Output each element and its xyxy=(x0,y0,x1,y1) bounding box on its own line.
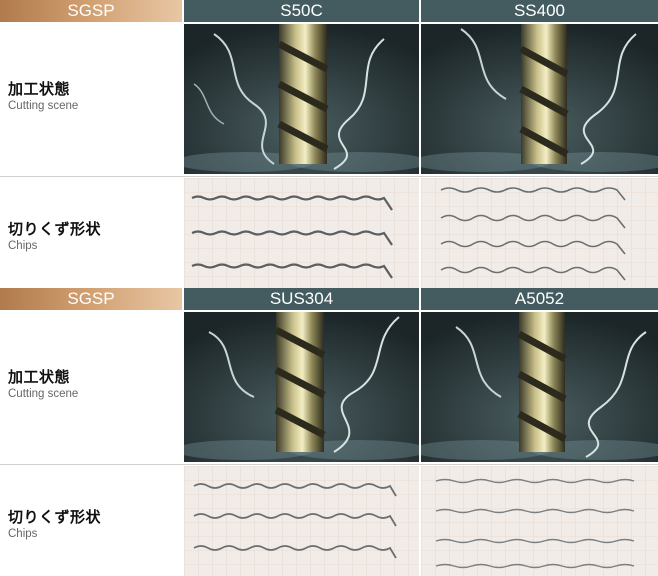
cutting-scene-photo-a5052 xyxy=(421,312,658,462)
chips-row-label: 切りくず形状 Chips xyxy=(8,218,101,252)
material-header-s50c: S50C xyxy=(184,0,419,22)
chips-photo-s50c xyxy=(184,178,419,288)
material-header-ss400: SS400 xyxy=(421,0,658,22)
cutting-scene-photo-sus304 xyxy=(184,312,419,462)
material-header-a5052: A5052 xyxy=(421,288,658,310)
chips-photo-ss400 xyxy=(421,178,658,288)
material-header-sus304: SUS304 xyxy=(184,288,419,310)
comparison-section-1: SGSP S50C SS400 加工状態 Cutting scene xyxy=(0,0,658,288)
cutting-scene-label-jp: 加工状態 xyxy=(8,368,71,386)
cutting-scene-row-label: 加工状態 Cutting scene xyxy=(8,78,78,112)
cutting-scene-photo-ss400 xyxy=(421,24,658,174)
cutting-scene-label-en: Cutting scene xyxy=(8,100,79,112)
cutting-scene-row-label: 加工状態 Cutting scene xyxy=(8,366,78,400)
chips-photo-sus304 xyxy=(184,466,419,576)
cutting-scene-label-jp: 加工状態 xyxy=(8,80,71,98)
tool-label-header: SGSP xyxy=(0,288,182,310)
row-divider xyxy=(0,176,658,177)
cutting-scene-photo-s50c xyxy=(184,24,419,174)
chips-label-jp: 切りくず形状 xyxy=(8,508,102,526)
chips-label-jp: 切りくず形状 xyxy=(8,220,102,238)
chips-photo-a5052 xyxy=(421,466,658,576)
chips-label-en: Chips xyxy=(8,528,38,540)
chips-row-label: 切りくず形状 Chips xyxy=(8,506,101,540)
comparison-section-2: SGSP SUS304 A5052 加工状態 Cutting scene 切 xyxy=(0,288,658,576)
chips-label-en: Chips xyxy=(8,240,38,252)
cutting-scene-label-en: Cutting scene xyxy=(8,388,79,400)
row-divider xyxy=(0,464,658,465)
tool-label-header: SGSP xyxy=(0,0,182,22)
